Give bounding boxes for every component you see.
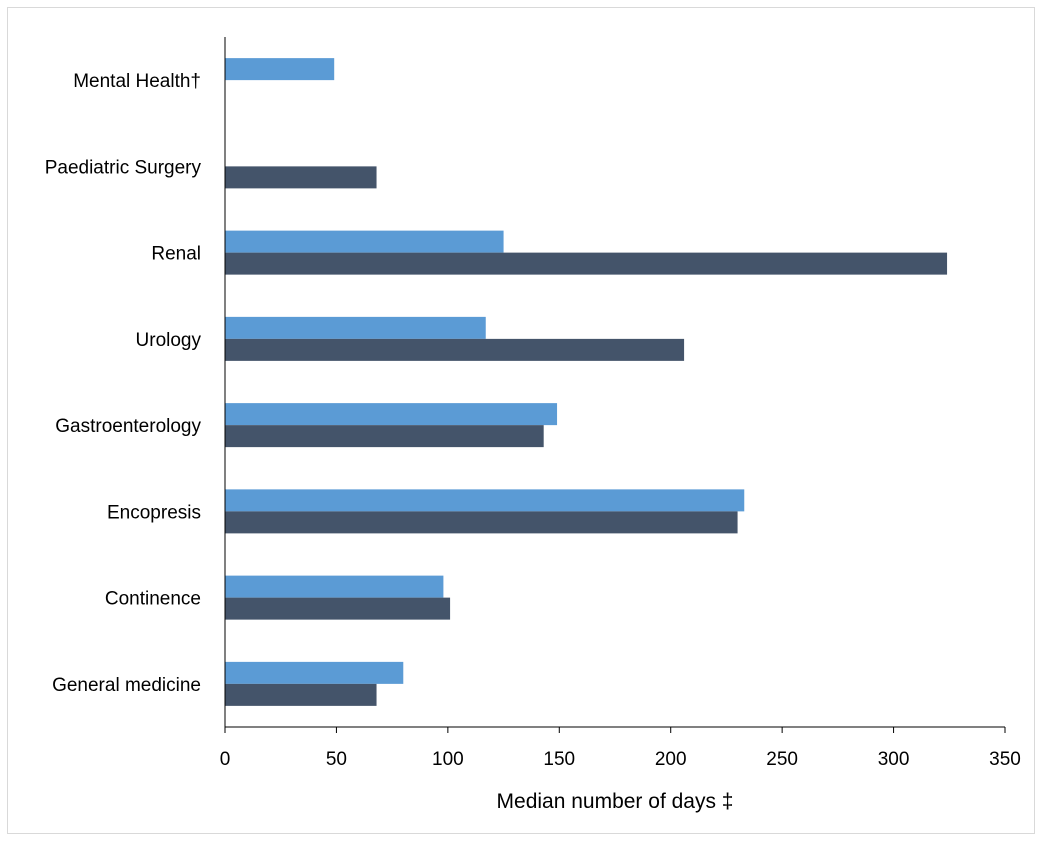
bars-group bbox=[225, 58, 948, 706]
x-tick-label: 300 bbox=[878, 749, 910, 770]
bar-series1-continence bbox=[225, 575, 444, 598]
x-tick-label: 50 bbox=[326, 749, 347, 770]
bar-series1-general-medicine bbox=[225, 661, 404, 684]
x-tick-label: 150 bbox=[543, 749, 575, 770]
category-label: Gastroenterology bbox=[55, 416, 201, 437]
x-tick-label: 100 bbox=[432, 749, 464, 770]
bar-series1-urology bbox=[225, 316, 486, 339]
bar-series2-general-medicine bbox=[225, 683, 377, 706]
bar-series2-paediatric-surgery bbox=[225, 166, 377, 189]
bar-series2-continence bbox=[225, 597, 451, 620]
bar-series2-gastroenterology bbox=[225, 425, 544, 448]
bar-series1-gastroenterology bbox=[225, 403, 558, 426]
bar-series1-mental-health bbox=[225, 58, 335, 81]
x-axis-title: Median number of days ‡ bbox=[497, 790, 734, 813]
bar-series1-encopresis bbox=[225, 489, 745, 512]
x-tick-label: 200 bbox=[655, 749, 687, 770]
category-label: Encopresis bbox=[107, 502, 201, 523]
x-ticks-group: 0 50 100 150 200 250 300 350 bbox=[220, 727, 1021, 770]
category-label: Urology bbox=[136, 330, 202, 351]
x-tick-label: 350 bbox=[989, 749, 1021, 770]
category-label: Renal bbox=[151, 244, 201, 265]
category-label: Mental Health† bbox=[73, 71, 201, 92]
x-tick-label: 0 bbox=[220, 749, 231, 770]
bar-series2-encopresis bbox=[225, 511, 738, 534]
category-label: Paediatric Surgery bbox=[45, 157, 202, 178]
category-label: Continence bbox=[105, 589, 201, 610]
bar-series1-renal bbox=[225, 230, 504, 253]
category-label: General medicine bbox=[52, 675, 201, 696]
bar-series2-urology bbox=[225, 338, 685, 361]
bar-series2-renal bbox=[225, 252, 948, 275]
category-labels-group: General medicine Continence Encopresis Gast… bbox=[45, 71, 202, 696]
x-tick-label: 250 bbox=[766, 749, 798, 770]
